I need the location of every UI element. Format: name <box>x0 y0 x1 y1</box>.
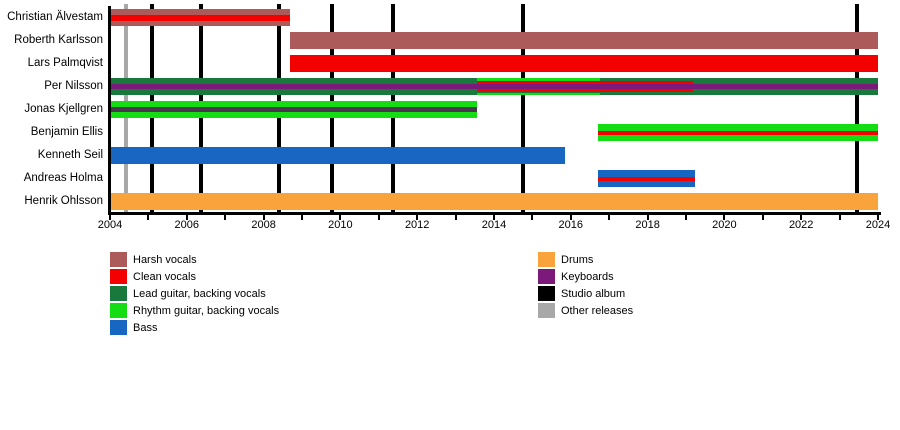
legend-label: Harsh vocals <box>133 254 197 266</box>
timeline-bar-keyboards <box>110 84 878 89</box>
timeline-bar-clean-vocals <box>598 176 695 181</box>
legend-swatch-lead <box>110 286 127 301</box>
year-tick <box>838 215 841 220</box>
year-label: 2012 <box>404 219 430 231</box>
legend-label: Studio album <box>561 288 626 300</box>
member-label: Christian Älvestam <box>7 11 103 23</box>
year-label: 2022 <box>788 219 814 231</box>
year-label: 2010 <box>328 219 353 231</box>
y-axis-line <box>108 6 111 215</box>
year-label: 2016 <box>558 219 584 231</box>
year-label: 2008 <box>251 219 276 231</box>
year-tick <box>531 215 534 220</box>
year-label: 2014 <box>481 219 507 231</box>
year-tick <box>147 215 150 220</box>
timeline-bar-keyboards <box>110 107 477 112</box>
year-tick <box>109 215 111 220</box>
year-tick <box>877 215 879 220</box>
legend-swatch-harsh <box>110 252 127 267</box>
timeline-bar-clean-vocals <box>598 130 878 135</box>
legend-label: Bass <box>133 322 158 334</box>
member-label: Benjamin Ellis <box>30 126 103 138</box>
year-label: 2024 <box>865 219 891 231</box>
legend-swatch-bass <box>110 320 127 335</box>
year-tick <box>646 215 649 220</box>
year-tick <box>185 215 188 220</box>
year-tick <box>301 215 303 220</box>
member-label: Kenneth Seil <box>37 149 103 161</box>
year-tick <box>569 215 572 220</box>
legend-swatch-album <box>538 286 555 301</box>
legend-label: Keyboards <box>561 271 614 283</box>
year-tick <box>262 215 265 220</box>
legend-label: Rhythm guitar, backing vocals <box>133 305 280 317</box>
year-tick <box>454 215 457 220</box>
timeline-bar-bass <box>110 147 566 164</box>
timeline-bar-clean-vocals <box>476 81 693 84</box>
member-label: Roberth Karlsson <box>14 34 103 46</box>
year-tick <box>339 215 342 220</box>
studio-album-line <box>521 4 526 213</box>
year-tick <box>377 215 380 220</box>
legend-label: Drums <box>561 254 594 266</box>
year-tick <box>224 215 227 220</box>
legend-label: Lead guitar, backing vocals <box>133 288 266 300</box>
timeline-bar-clean-vocals <box>476 89 693 92</box>
member-label: Andreas Holma <box>23 172 103 184</box>
timeline-bar-clean-vocals <box>290 55 878 72</box>
timeline-bar-rhythm-guitar <box>476 92 600 95</box>
timeline-bar-clean-vocals <box>110 14 291 21</box>
year-label: 2006 <box>174 219 200 231</box>
year-tick <box>761 215 764 220</box>
year-tick <box>685 215 687 220</box>
x-axis-line <box>108 212 881 215</box>
timeline-bar-drums <box>110 193 878 210</box>
member-label: Jonas Kjellgren <box>24 103 103 115</box>
member-label: Henrik Ohlsson <box>24 195 103 207</box>
legend-swatch-drums <box>538 252 555 267</box>
year-label: 2018 <box>635 219 660 231</box>
year-tick <box>608 215 611 220</box>
legend-label: Other releases <box>561 305 634 317</box>
member-label: Lars Palmqvist <box>27 57 103 69</box>
legend-label: Clean vocals <box>133 271 196 283</box>
legend-swatch-clean <box>110 269 127 284</box>
year-tick <box>723 215 726 220</box>
timeline-bar-rhythm-guitar <box>476 78 600 81</box>
year-label: 2020 <box>712 219 737 231</box>
year-tick <box>800 215 803 220</box>
legend-swatch-keys <box>538 269 555 284</box>
year-label: 2004 <box>97 219 123 231</box>
member-label: Per Nilsson <box>44 80 103 92</box>
year-tick <box>493 215 495 220</box>
year-tick <box>416 215 419 220</box>
legend-swatch-other <box>538 303 555 318</box>
legend-swatch-rhythm <box>110 303 127 318</box>
studio-album-line <box>854 4 859 213</box>
timeline-bar-harsh-vocals <box>290 32 878 49</box>
